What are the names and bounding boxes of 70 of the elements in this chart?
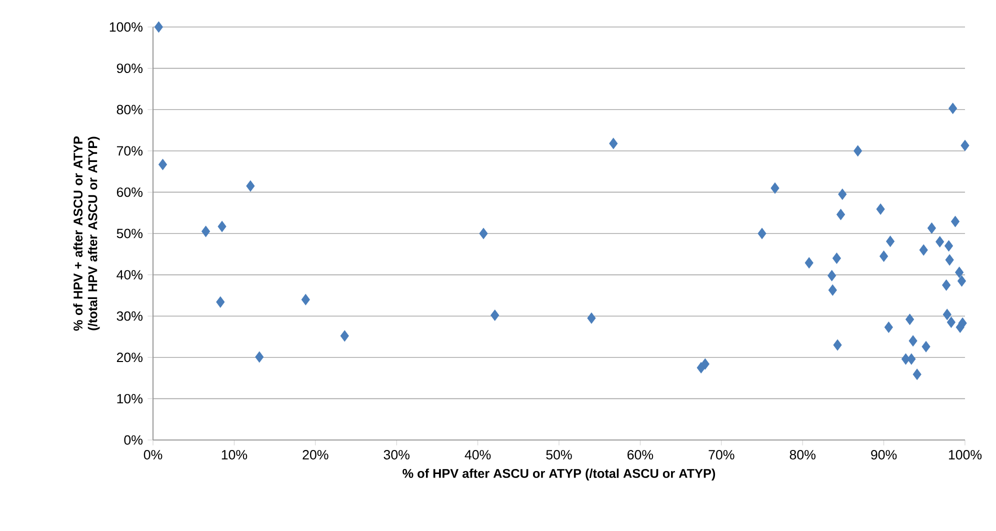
point — [490, 310, 500, 321]
y-tick-label: 80% — [116, 104, 142, 114]
point — [945, 254, 954, 266]
point — [587, 312, 596, 324]
point — [832, 252, 841, 264]
point — [609, 138, 618, 150]
point — [950, 216, 960, 228]
point — [246, 180, 255, 192]
y-tick-label: 10% — [117, 394, 142, 404]
y-axis-title: % of HPV + after ASCU or ATYP (/total HPV after ASCU or ATYP) — [73, 136, 100, 331]
x-tick-label: 80% — [790, 450, 816, 460]
point — [955, 266, 964, 278]
x-tick-label: 70% — [708, 450, 734, 460]
point — [922, 341, 930, 352]
point — [301, 294, 310, 306]
point — [838, 188, 847, 200]
point — [906, 314, 914, 325]
y-tick-label: 100% — [110, 22, 142, 32]
x-tick-label: 100% — [948, 450, 982, 460]
point — [936, 236, 944, 248]
point — [919, 244, 928, 256]
x-tick-label: 10% — [222, 450, 248, 460]
point — [876, 204, 885, 215]
y-tick-label: 70% — [116, 146, 142, 156]
point — [216, 296, 225, 308]
y-tick-label: 0% — [124, 435, 143, 445]
point — [700, 358, 710, 370]
point — [908, 335, 918, 346]
x-tick-label: 90% — [871, 450, 897, 460]
point — [854, 145, 862, 156]
y-tick-label: 30% — [116, 311, 142, 321]
x-tick-label: 0% — [144, 450, 162, 460]
point — [942, 280, 951, 291]
point — [912, 368, 922, 380]
point — [886, 236, 895, 247]
point — [758, 228, 766, 240]
point — [340, 330, 349, 342]
point — [948, 102, 958, 114]
point — [942, 308, 952, 320]
point — [804, 257, 814, 268]
point — [828, 270, 836, 282]
point — [828, 284, 837, 296]
y-tick-label: 50% — [116, 228, 142, 238]
y-tick-label: 40% — [116, 270, 142, 280]
point — [880, 250, 888, 262]
point — [836, 208, 846, 220]
point — [154, 21, 163, 33]
point — [202, 226, 210, 238]
x-tick-label: 60% — [628, 450, 654, 460]
y-tick-label: 90% — [116, 64, 142, 74]
point — [218, 220, 226, 232]
point — [944, 240, 954, 252]
point — [833, 339, 842, 351]
y-tick-label: 20% — [116, 352, 142, 362]
point — [957, 275, 966, 287]
x-tick-label: 20% — [302, 450, 328, 460]
point — [770, 182, 780, 194]
point — [158, 158, 168, 170]
point — [884, 322, 893, 333]
point — [479, 228, 488, 240]
x-tick-label: 30% — [384, 450, 410, 460]
point — [960, 140, 970, 152]
point — [946, 316, 956, 328]
x-tick-label: 50% — [546, 450, 572, 460]
point — [927, 222, 936, 234]
y-tick-label: 60% — [116, 187, 142, 197]
x-tick-label: 40% — [464, 450, 491, 460]
x-axis-title: % of HPV after ASCU or ATYP (/total ASCU or ATYP) — [402, 468, 716, 480]
point — [255, 351, 264, 363]
point — [907, 353, 916, 365]
